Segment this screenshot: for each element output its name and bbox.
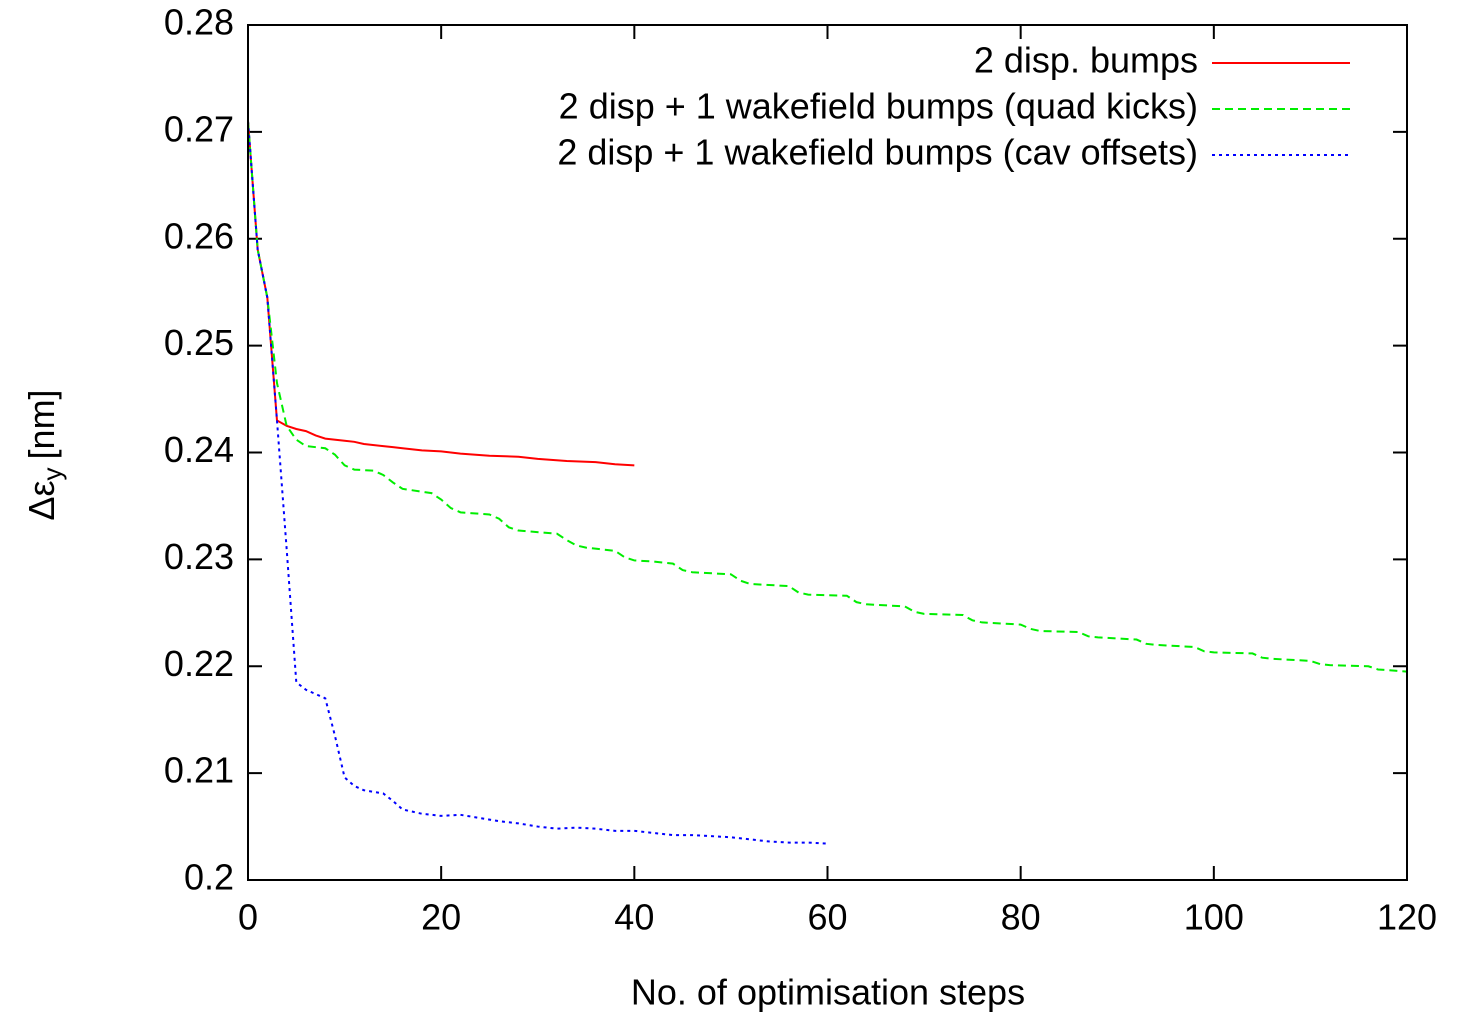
- x-tick-label: 20: [421, 897, 461, 938]
- y-tick-label: 0.26: [164, 215, 234, 256]
- y-axis-label: Δεy [nm]: [21, 389, 67, 520]
- x-axis-label: No. of optimisation steps: [631, 972, 1025, 1013]
- y-tick-label: 0.25: [164, 322, 234, 363]
- x-tick-label: 100: [1184, 897, 1244, 938]
- y-label-subscript: y: [37, 467, 67, 480]
- y-tick-label: 0.2: [184, 857, 234, 898]
- y-tick-label: 0.22: [164, 643, 234, 684]
- legend-label: 2 disp. bumps: [974, 40, 1198, 81]
- y-tick-label: 0.23: [164, 536, 234, 577]
- y-tick-label: 0.21: [164, 750, 234, 791]
- data-line: [247, 121, 828, 845]
- y-tick-label: 0.27: [164, 108, 234, 149]
- data-line: [247, 121, 635, 467]
- x-tick-label: 60: [807, 897, 847, 938]
- y-tick-label: 0.24: [164, 429, 234, 470]
- x-tick-label: 80: [1001, 897, 1041, 938]
- legend-label: 2 disp + 1 wakefield bumps (quad kicks): [559, 86, 1198, 127]
- y-label-symbol: Δε: [21, 480, 62, 520]
- y-tick-label: 0.28: [164, 2, 234, 43]
- legend-label: 2 disp + 1 wakefield bumps (cav offsets): [557, 132, 1198, 173]
- plot-border: [247, 24, 1408, 881]
- data-line: [247, 121, 1408, 673]
- y-label-unit: [nm]: [21, 389, 62, 459]
- x-tick-label: 120: [1377, 897, 1437, 938]
- x-tick-label: 0: [238, 897, 258, 938]
- x-tick-label: 40: [614, 897, 654, 938]
